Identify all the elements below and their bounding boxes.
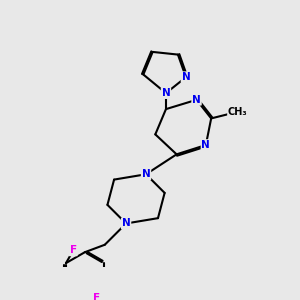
- Text: N: N: [182, 72, 190, 82]
- Text: N: N: [192, 95, 201, 105]
- Text: N: N: [142, 169, 150, 179]
- Text: N: N: [122, 218, 130, 229]
- Text: F: F: [93, 292, 100, 300]
- Text: N: N: [162, 88, 170, 98]
- Text: N: N: [202, 140, 210, 150]
- Text: CH₃: CH₃: [228, 107, 248, 117]
- Text: F: F: [70, 245, 77, 255]
